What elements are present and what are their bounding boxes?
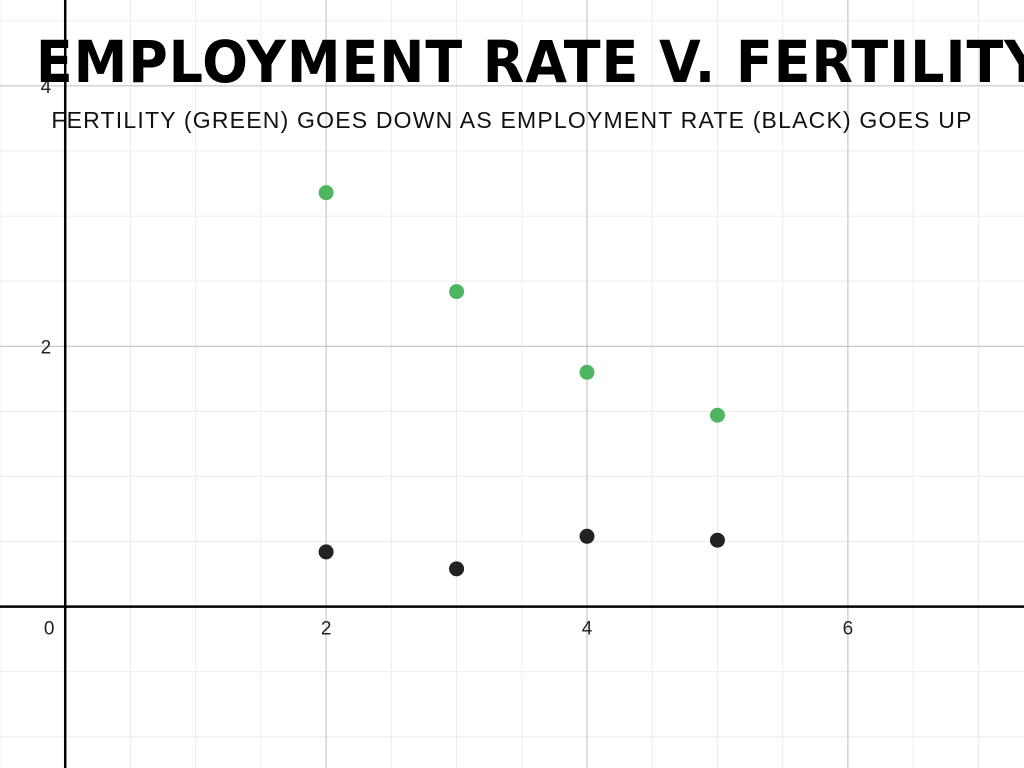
chart-subtitle: FERTILITY (GREEN) GOES DOWN AS EMPLOYMEN… [51,107,973,133]
data-point [709,532,725,548]
data-points [318,185,725,577]
chart-title: EMPLOYMENT RATE V. FERTILITY [35,28,1024,96]
y-tick-label: 4 [41,77,52,98]
y-tick-label: 2 [41,337,52,358]
origin-label: 0 [44,619,55,640]
tick-labels: 0 2 4 6 2 4 [41,77,854,640]
data-point [579,364,595,380]
data-point [318,544,334,560]
data-point [449,284,465,300]
x-tick-label: 4 [582,619,593,640]
data-point [318,185,334,201]
data-point [579,528,595,544]
data-point [709,407,725,423]
data-point [449,561,465,577]
x-tick-label: 2 [321,619,332,640]
x-tick-label: 6 [843,619,854,640]
